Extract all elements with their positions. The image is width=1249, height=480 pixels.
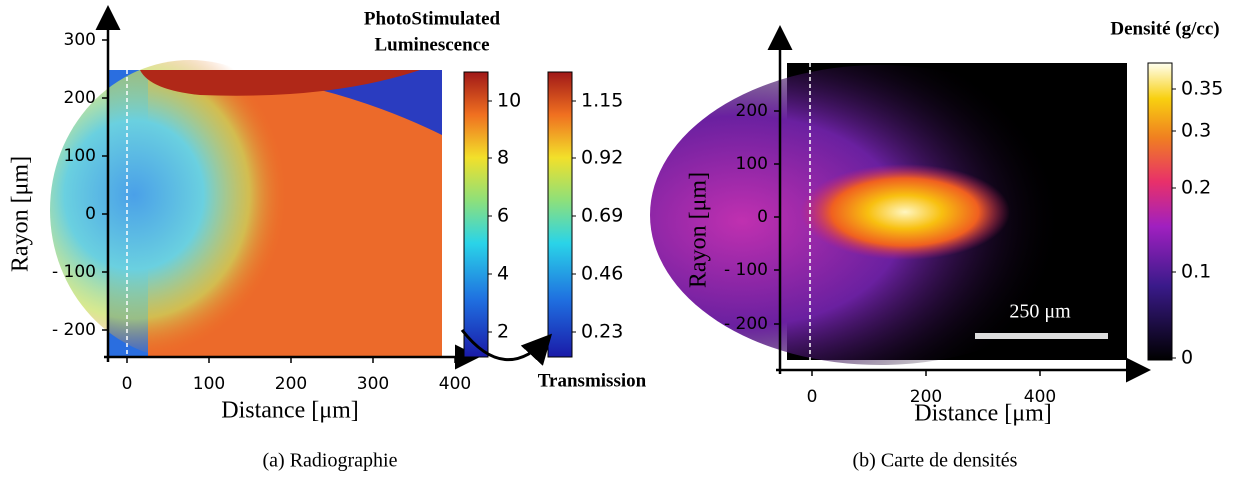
colorbar-tick-label: 4 xyxy=(497,263,509,285)
y-tick-label: - 200 xyxy=(52,320,96,340)
x-tick-label: 200 xyxy=(910,387,942,407)
x-tick-label: 0 xyxy=(122,374,133,394)
colorbar-tick-label: 8 xyxy=(497,147,509,169)
density-image xyxy=(650,63,1127,365)
x-tick-label: 200 xyxy=(275,374,307,394)
colorbar-tick-label: 0.2 xyxy=(1181,177,1211,199)
y-tick-label: - 100 xyxy=(724,260,768,280)
colorbar xyxy=(463,71,489,358)
y-tick-label: 300 xyxy=(64,30,96,50)
x-label: Distance [μm] xyxy=(221,398,358,424)
colorbar-tick-label: 0.46 xyxy=(581,263,623,285)
colorbar-title: Transmission xyxy=(538,370,647,391)
y-tick-label: 0 xyxy=(85,204,96,224)
colorbar-tick-label: 2 xyxy=(497,321,509,343)
x-tick-label: 400 xyxy=(1024,387,1056,407)
colorbar-tick-label: 0 xyxy=(1181,347,1193,369)
y-tick-label: 100 xyxy=(64,146,96,166)
y-tick-label: - 200 xyxy=(724,314,768,334)
colorbar-tick-label: 1.15 xyxy=(581,90,623,112)
colorbar-tick-label: 6 xyxy=(497,205,509,227)
x-tick-label: 0 xyxy=(807,387,818,407)
colorbar-tick-label: 0.23 xyxy=(581,321,623,343)
colorbar-tick-label: 0.3 xyxy=(1181,120,1211,142)
y-tick-label: 200 xyxy=(736,101,768,121)
x-tick-label: 300 xyxy=(357,374,389,394)
x-tick-label: 400 xyxy=(439,374,471,394)
colorbar-tick-label: 0.92 xyxy=(581,147,623,169)
x-tick-label: 100 xyxy=(193,374,225,394)
colorbar-tick-label: 10 xyxy=(497,90,521,112)
y-tick-label: 200 xyxy=(64,88,96,108)
arrow xyxy=(460,329,553,366)
colorbar-title: PhotoStimulated xyxy=(364,8,501,29)
scale-bar-label: 250 μm xyxy=(1009,301,1071,323)
colorbar-title: Densité (g/cc) xyxy=(1110,18,1219,39)
caption: (b) Carte de densités xyxy=(853,450,1018,472)
y-label: Rayon [μm] xyxy=(8,156,34,272)
colorbar-tick-label: 0.69 xyxy=(581,205,623,227)
caption: (a) Radiographie xyxy=(263,450,398,472)
colorbar-title: Luminescence xyxy=(374,34,489,55)
colorbar-tick-label: 0.1 xyxy=(1181,261,1211,283)
radiograph-image xyxy=(50,60,442,360)
y-tick-label: 100 xyxy=(736,154,768,174)
y-tick-label: - 100 xyxy=(52,262,96,282)
y-tick-label: 0 xyxy=(757,207,768,227)
y-label: Rayon [μm] xyxy=(686,172,712,288)
colorbar xyxy=(1147,62,1173,361)
x-label: Distance [μm] xyxy=(914,401,1051,427)
colorbar xyxy=(547,71,573,358)
colorbar-tick-label: 0.35 xyxy=(1181,78,1223,100)
